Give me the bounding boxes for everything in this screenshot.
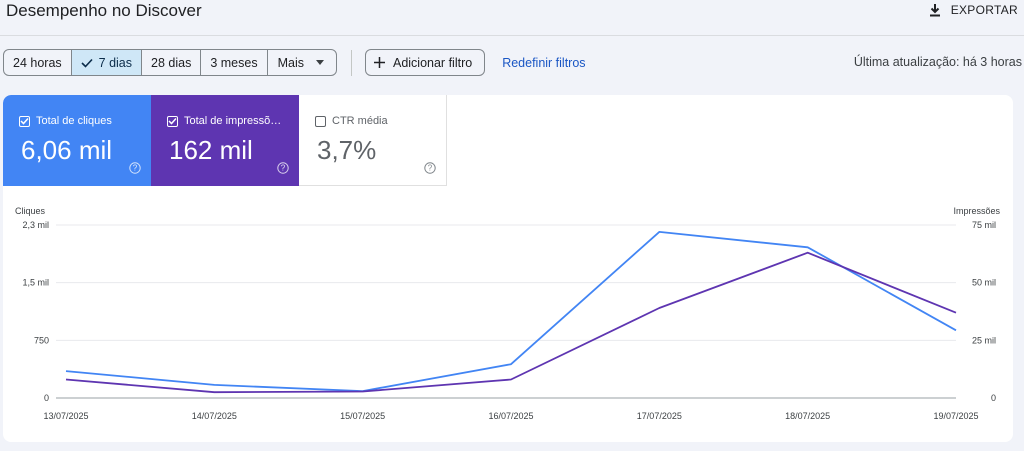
left-tick-label: 0	[44, 393, 49, 403]
checkbox-checked-icon[interactable]	[19, 115, 30, 127]
add-filter-label: Adicionar filtro	[392, 55, 473, 70]
impressions-series-line	[65, 251, 957, 394]
x-tick-label: 17/07/2025	[637, 411, 682, 421]
left-tick-label: 2,3 mil	[22, 220, 49, 230]
filter-divider	[350, 49, 352, 76]
help-icon[interactable]: ?	[129, 162, 141, 174]
help-icon[interactable]: ?	[424, 162, 436, 174]
range-24h-button[interactable]: 24 horas	[4, 50, 72, 75]
plus-icon	[373, 57, 385, 68]
right-tick-label: 75 mil	[972, 220, 996, 230]
range-24h-label: 24 horas	[13, 55, 62, 70]
x-tick-label: 13/07/2025	[43, 411, 88, 421]
svg-text:?: ?	[133, 164, 138, 173]
metric-impressions-card[interactable]: Total de impressõ… 162 mil ?	[151, 95, 299, 186]
download-icon	[929, 4, 940, 17]
metric-clicks-value: 6,06 mil	[21, 135, 113, 165]
metric-impressions-label: Total de impressõ…	[184, 115, 282, 127]
right-axis-title: Impressões	[953, 206, 1000, 216]
x-tick-label: 19/07/2025	[933, 411, 978, 421]
right-tick-label: 0	[991, 393, 996, 403]
metric-ctr-label: CTR média	[332, 115, 388, 127]
page-title: Desempenho no Discover	[6, 1, 202, 20]
export-button[interactable]: EXPORTAR	[929, 0, 1018, 20]
range-3m-button[interactable]: 3 meses	[201, 50, 268, 75]
metric-clicks-card[interactable]: Total de cliques 6,06 mil ?	[3, 95, 151, 186]
last-update-text: Última atualização: há 3 horas	[853, 55, 1022, 69]
svg-text:?: ?	[281, 164, 286, 173]
left-tick-label: 750	[34, 335, 49, 345]
add-filter-button[interactable]: Adicionar filtro	[364, 49, 486, 76]
checkbox-checked-icon[interactable]	[167, 115, 178, 127]
range-28d-label: 28 dias	[151, 55, 192, 70]
left-axis-title: Cliques	[15, 206, 46, 216]
metric-impressions-value: 162 mil	[169, 135, 253, 165]
x-tick-label: 16/07/2025	[488, 411, 533, 421]
more-ranges-dropdown[interactable]: Mais	[268, 50, 336, 75]
left-tick-label: 1,5 mil	[22, 278, 49, 288]
caret-down-icon	[315, 60, 324, 65]
checkmark-icon	[81, 58, 93, 68]
performance-card: 2,3 mil 75 mil 1,5 mil 50 mil 750 25 mil 0 0 Cli…	[3, 95, 1013, 442]
clicks-series-line	[65, 230, 957, 393]
export-label: EXPORTAR	[950, 3, 1018, 17]
right-tick-label: 25 mil	[972, 335, 996, 345]
performance-chart: 2,3 mil 75 mil 1,5 mil 50 mil 750 25 mil 0 0 Cli…	[15, 206, 1000, 421]
help-icon[interactable]: ?	[277, 162, 289, 174]
date-range-selector: 24 horas 7 dias 28 dias 3 meses Mais	[3, 49, 337, 76]
range-28d-button[interactable]: 28 dias	[142, 50, 202, 75]
x-tick-label: 18/07/2025	[785, 411, 830, 421]
x-tick-label: 14/07/2025	[192, 411, 237, 421]
range-3m-label: 3 meses	[210, 55, 258, 70]
metric-clicks-label: Total de cliques	[36, 115, 112, 127]
range-7d-button[interactable]: 7 dias	[71, 50, 143, 75]
x-tick-label: 15/07/2025	[340, 411, 385, 421]
reset-filters-link[interactable]: Redefinir filtros	[502, 55, 586, 70]
range-7d-label: 7 dias	[98, 55, 133, 70]
metric-ctr-value: 3,7%	[317, 135, 377, 165]
filter-bar: 24 horas 7 dias 28 dias 3 meses Mais Adi…	[3, 49, 586, 76]
checkbox-unchecked-icon[interactable]	[315, 115, 326, 127]
metric-ctr-card[interactable]: CTR média 3,7% ?	[299, 95, 447, 186]
svg-text:?: ?	[428, 164, 433, 173]
page-header: Desempenho no Discover EXPORTAR	[0, 0, 1024, 36]
more-label: Mais	[277, 55, 304, 70]
right-tick-label: 50 mil	[972, 278, 996, 288]
